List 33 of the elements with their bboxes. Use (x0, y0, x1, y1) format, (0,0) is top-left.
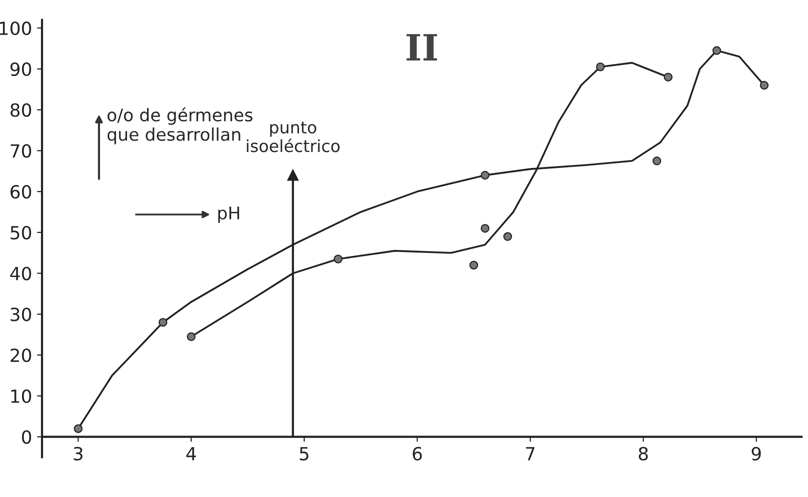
y-tick-label: 40 (10, 266, 32, 280)
point (480, 170, 490, 180)
point (712, 46, 722, 55)
point (158, 318, 168, 327)
y-tick-label: 80 (10, 103, 32, 117)
point (334, 254, 342, 264)
point (760, 80, 769, 90)
x-tick-label: 9 (752, 446, 761, 460)
point (74, 424, 83, 433)
y-tick-label: 20 (10, 348, 32, 362)
point (596, 62, 605, 72)
point (503, 232, 512, 241)
annotation: pH (218, 206, 240, 223)
y-tick-label: 100 (0, 22, 32, 36)
point (186, 332, 196, 342)
y-tick-label: 90 (10, 62, 32, 76)
x-tick-label: 8 (638, 446, 648, 460)
point (469, 260, 478, 270)
x-tick-label: 6 (412, 446, 422, 460)
x-tick-label: 7 (526, 447, 534, 460)
x-tick-label: 5 (300, 447, 308, 460)
y-tick-label: 70 (10, 144, 32, 158)
point (664, 72, 673, 82)
x-tick-label: 4 (186, 447, 196, 460)
y-tick-label: 50 (10, 226, 32, 240)
point (480, 224, 490, 233)
y-tick-label: 60 (10, 185, 32, 199)
point (652, 156, 662, 166)
y-tick-label: 30 (10, 308, 32, 322)
x-tick-label: 3 (74, 446, 82, 460)
y-tick-label: 10 (11, 389, 32, 404)
chart-title: II (406, 34, 438, 60)
y-tick-label: 0 (22, 430, 32, 444)
